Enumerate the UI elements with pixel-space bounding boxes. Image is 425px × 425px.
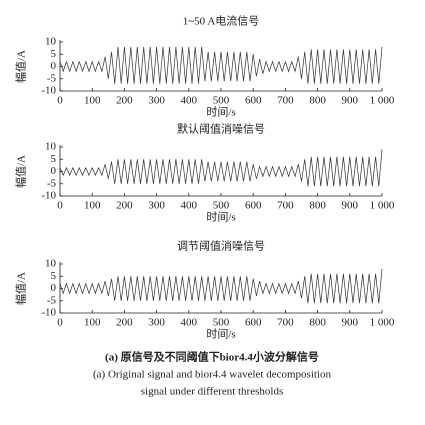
x-tick-label: 1 000 [370, 95, 395, 107]
x-tick-label: 0 [57, 200, 63, 212]
x-tick-label: 600 [245, 200, 262, 212]
x-tick-label: 0 [57, 95, 63, 107]
y-tick-label: 0 [51, 60, 57, 72]
y-tick-label: -10 [41, 190, 56, 202]
x-tick-label: 900 [342, 200, 359, 212]
x-tick-label: 100 [84, 95, 101, 107]
caption: signal under different thresholds [141, 386, 283, 398]
x-tick-label: 0 [57, 317, 63, 329]
x-tick-label: 300 [148, 317, 165, 329]
y-tick-label: -10 [41, 85, 56, 97]
y-tick-label: -5 [47, 72, 57, 84]
x-axis-label: 时间/s [206, 328, 235, 341]
x-tick-label: 200 [116, 200, 133, 212]
x-tick-label: 1 000 [370, 317, 395, 329]
chart-title: 调节阈值消噪信号 [177, 239, 265, 253]
x-tick-label: 400 [181, 95, 198, 107]
x-tick-label: 100 [84, 317, 101, 329]
x-tick-label: 800 [309, 200, 326, 212]
y-tick-label: -5 [47, 177, 57, 189]
caption: (a) 原信号及不同阈值下bior4.4小波分解信号 [105, 350, 319, 364]
x-axis-label: 时间/s [206, 106, 235, 119]
y-tick-label: 5 [51, 153, 57, 165]
x-tick-label: 300 [148, 95, 165, 107]
y-tick-label: 10 [45, 258, 57, 270]
y-tick-label: 10 [45, 141, 57, 153]
y-tick-label: 5 [51, 48, 57, 60]
y-tick-label: 5 [51, 270, 57, 282]
x-tick-label: 900 [342, 317, 359, 329]
x-tick-label: 400 [181, 200, 198, 212]
x-tick-label: 700 [277, 317, 294, 329]
y-axis-label: 幅值/A [15, 50, 28, 83]
signal-line [59, 268, 383, 304]
y-tick-label: 0 [51, 282, 57, 294]
x-tick-label: 500 [213, 200, 230, 212]
x-tick-label: 200 [116, 317, 133, 329]
x-tick-label: 800 [309, 95, 326, 107]
x-tick-label: 400 [181, 317, 198, 329]
caption: (a) Original signal and bior4.4 wavelet … [93, 369, 331, 381]
x-tick-label: 1 000 [370, 200, 395, 212]
y-tick-label: 0 [51, 165, 57, 177]
y-tick-label: -5 [47, 294, 57, 306]
x-tick-label: 600 [245, 317, 262, 329]
x-tick-label: 100 [84, 200, 101, 212]
y-axis-label: 幅值/A [15, 155, 28, 188]
x-tick-label: 500 [213, 95, 230, 107]
y-tick-label: 10 [45, 36, 57, 48]
signal-line [59, 149, 383, 187]
x-tick-label: 700 [277, 200, 294, 212]
x-tick-label: 200 [116, 95, 133, 107]
signal-line [59, 46, 383, 84]
x-tick-label: 800 [309, 317, 326, 329]
chart-title: 1~50 A电流信号 [183, 14, 260, 28]
x-tick-label: 500 [213, 317, 230, 329]
y-axis-label: 幅值/A [15, 272, 28, 305]
x-tick-label: 700 [277, 95, 294, 107]
x-tick-label: 600 [245, 95, 262, 107]
y-tick-label: -10 [41, 307, 56, 319]
x-tick-label: 900 [342, 95, 359, 107]
chart-title: 默认阈值消噪信号 [177, 122, 265, 136]
x-axis-label: 时间/s [206, 211, 235, 224]
x-tick-label: 300 [148, 200, 165, 212]
